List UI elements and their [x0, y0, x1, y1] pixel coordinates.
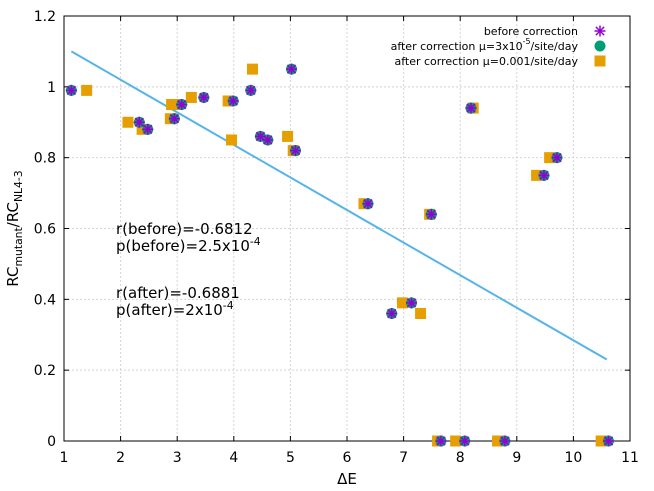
x-tick-label: 2 [116, 450, 125, 466]
x-tick-label: 8 [456, 450, 465, 466]
asterisk-stroke [246, 85, 256, 96]
asterisk-stroke [387, 308, 397, 319]
x-tick-label: 5 [286, 450, 295, 466]
asterisk-stroke [363, 199, 373, 209]
x-tick-label: 4 [229, 450, 238, 466]
asterisk-point [168, 113, 180, 125]
regression-line [70, 50, 608, 361]
legend-asterisk-marker [594, 25, 606, 37]
y-axis-label: RCmutant/RCNL4-3 [4, 170, 25, 286]
asterisk-stroke [199, 92, 209, 103]
asterisk-stroke [426, 209, 436, 219]
square-point [396, 297, 408, 309]
asterisk-point [425, 208, 437, 220]
asterisk-stroke [263, 135, 273, 145]
annotation-text: r(after)=-0.6881 [116, 284, 240, 302]
asterisk-stroke [466, 103, 476, 113]
asterisk-point [133, 116, 145, 128]
asterisk-stroke [169, 114, 180, 124]
asterisk-stroke [177, 99, 187, 110]
asterisk-stroke [66, 85, 77, 96]
legend-circle-marker [594, 40, 606, 52]
asterisk-stroke [286, 64, 297, 74]
square-point [122, 116, 134, 128]
square-point [282, 130, 294, 142]
annotation-text: r(before)=-0.6812 [116, 220, 253, 238]
asterisk-point [551, 152, 563, 164]
legend-square-marker [594, 55, 606, 67]
asterisk-stroke [134, 117, 144, 127]
axis-ticks: 1 2 3 4 5 6 7 8 9 10 11 0 0.2 0.4 0.6 0.8 1 1.2 [34, 9, 639, 466]
x-tick-label: 10 [564, 450, 582, 466]
fit-line [70, 50, 608, 361]
asterisk-point [245, 84, 257, 96]
asterisk-stroke [228, 96, 238, 106]
x-tick-label: 6 [343, 450, 352, 466]
x-axis-label: ΔE [337, 470, 357, 488]
annotation-text: p(after)=2x10-4 [116, 299, 234, 319]
asterisk-point [65, 84, 77, 96]
asterisk-stroke [500, 436, 510, 446]
asterisk-point [362, 198, 374, 210]
asterisk-stroke [290, 145, 301, 156]
square-point [226, 134, 238, 146]
square-point [81, 84, 93, 96]
square-point [185, 91, 197, 103]
asterisk-point [499, 435, 511, 447]
square-point [544, 152, 556, 164]
asterisk-stroke [552, 153, 562, 163]
asterisk-point [176, 99, 188, 111]
y-tick-label: 0.8 [34, 151, 56, 167]
asterisk-stroke [143, 124, 153, 134]
square-point [595, 435, 607, 447]
asterisk-point [386, 308, 398, 319]
asterisk-stroke [603, 436, 614, 446]
asterisk-stroke [436, 436, 446, 446]
legend-label: before correction [484, 25, 578, 38]
y-tick-label: 0.4 [34, 292, 56, 308]
square-point [136, 123, 148, 135]
x-tick-label: 1 [60, 450, 69, 466]
asterisk-point [289, 145, 301, 157]
asterisk-point [435, 435, 447, 447]
asterisk-point [227, 95, 239, 107]
square-point [415, 308, 427, 319]
square-point [166, 99, 178, 111]
asterisk-point [602, 435, 614, 447]
legend-label: after correction μ=3x10-5/site/day [391, 37, 579, 53]
annotation-text: p(before)=2.5x10-4 [116, 235, 261, 255]
asterisk-point [406, 297, 418, 309]
data-marks [65, 63, 614, 447]
x-tick-label: 9 [512, 450, 521, 466]
asterisk-point [538, 169, 550, 181]
y-tick-label: 0 [47, 434, 56, 450]
asterisk-stroke [406, 298, 417, 308]
square-point [531, 169, 543, 181]
asterisk-point [286, 63, 298, 75]
asterisk-point [459, 435, 471, 447]
asterisk-stroke [460, 436, 470, 446]
asterisk-point [465, 102, 477, 114]
asterisk-stroke [595, 26, 605, 36]
x-tick-label: 7 [399, 450, 408, 466]
asterisk-stroke [255, 131, 266, 142]
asterisk-point [198, 91, 210, 103]
y-tick-label: 1 [47, 80, 56, 96]
legend-label: after correction μ=0.001/site/day [394, 55, 578, 68]
y-tick-label: 0.6 [34, 222, 56, 238]
asterisk-point [142, 123, 154, 135]
x-tick-label: 11 [621, 450, 639, 466]
axis-labels: ΔE RCmutant/RCNL4-3 [4, 170, 357, 488]
square-point [246, 63, 258, 75]
asterisk-point [262, 134, 274, 146]
y-tick-label: 0.2 [34, 363, 56, 379]
x-tick-label: 3 [173, 450, 182, 466]
y-tick-label: 1.2 [34, 9, 56, 25]
square-point [450, 435, 462, 447]
asterisk-stroke [539, 170, 549, 181]
square-point [492, 435, 504, 447]
